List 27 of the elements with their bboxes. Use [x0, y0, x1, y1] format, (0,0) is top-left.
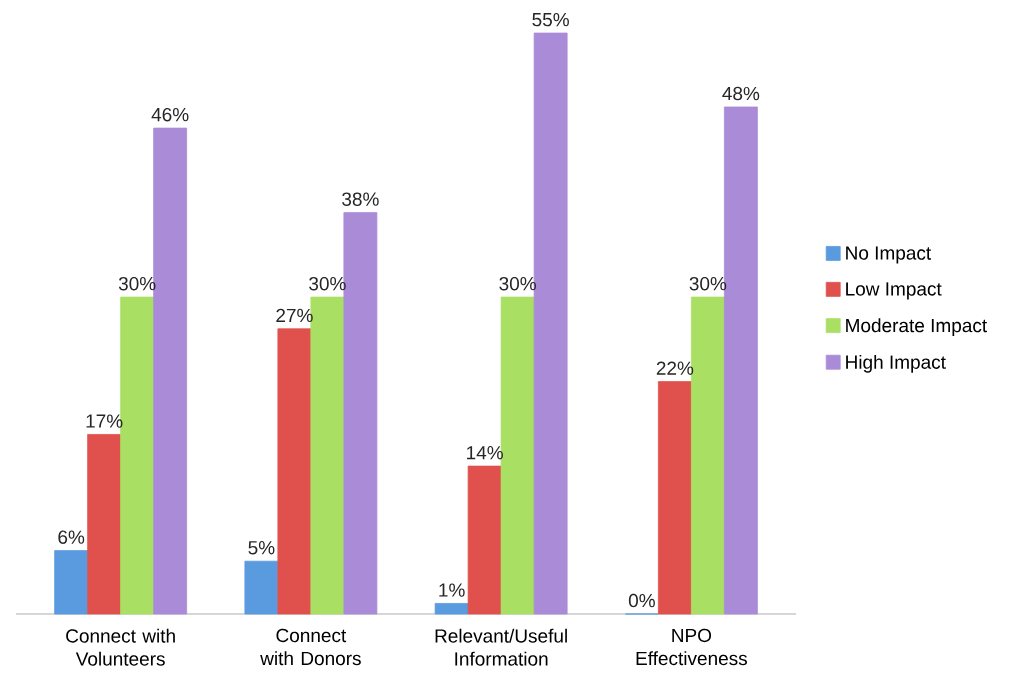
data-label: 30%: [689, 276, 727, 291]
legend-label: No Impact: [846, 246, 932, 264]
data-label: 1%: [439, 583, 465, 597]
bar: [277, 328, 312, 615]
bar: [657, 381, 692, 615]
x-tick-label: NPO Effectiveness: [636, 628, 748, 666]
data-label: 30%: [118, 276, 156, 291]
legend-label: High Impact: [846, 354, 946, 373]
legend-label: Moderate Impact: [846, 318, 988, 337]
bar: [87, 434, 122, 615]
bar: [54, 550, 89, 615]
x-tick-label: Relevant/Useful Information: [435, 628, 567, 666]
bar: [244, 560, 279, 615]
data-label: 5%: [248, 541, 275, 555]
data-label: 48%: [722, 86, 760, 101]
x-tick-label: Connect with Volunteers: [66, 628, 175, 666]
data-label: 55%: [532, 12, 569, 27]
data-label: 30%: [309, 276, 346, 291]
bar: [434, 603, 469, 615]
bar: [467, 465, 502, 615]
legend-label: Low Impact: [846, 282, 942, 300]
data-label: 6%: [58, 530, 85, 544]
data-label: 46%: [151, 107, 189, 122]
data-label: 0%: [628, 593, 655, 608]
data-label: 30%: [499, 276, 536, 291]
x-tick-label: Connect with Donors: [260, 628, 361, 666]
data-label: 38%: [342, 192, 379, 206]
